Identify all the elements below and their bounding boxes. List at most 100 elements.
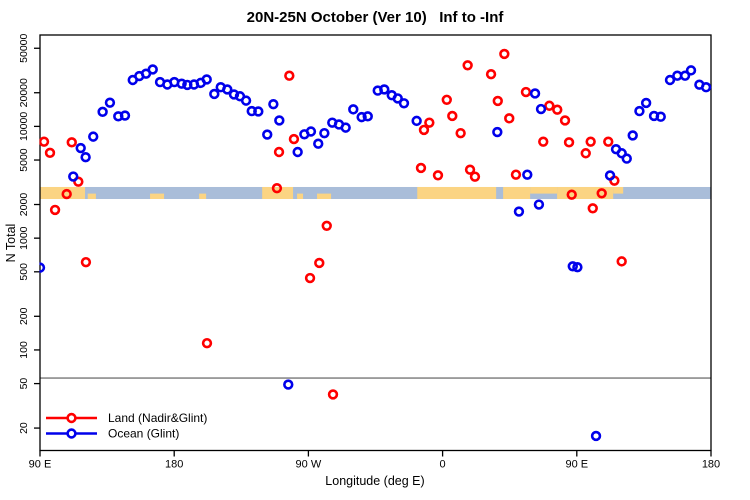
data-point xyxy=(305,126,317,137)
data-point xyxy=(321,220,332,232)
data-point xyxy=(392,93,403,104)
data-point xyxy=(104,97,116,108)
data-point xyxy=(176,78,187,89)
data-point xyxy=(590,430,602,442)
land-band-segment xyxy=(503,186,531,200)
land-band-fleck xyxy=(87,193,96,200)
data-point xyxy=(39,136,50,147)
data-point xyxy=(572,261,583,273)
legend-label: Ocean (Glint) xyxy=(108,427,179,441)
series-ocean xyxy=(39,64,712,442)
data-point xyxy=(119,110,131,121)
data-point xyxy=(68,171,79,182)
data-point xyxy=(455,127,466,139)
x-tick-label: 90 E xyxy=(565,459,588,471)
data-point xyxy=(616,256,627,267)
data-point xyxy=(424,117,435,128)
data-point xyxy=(262,129,273,140)
land-band-upper-segment xyxy=(613,186,624,194)
data-point xyxy=(492,95,503,107)
chart-title: 20N-25N October (Ver 10) Inf to -Inf xyxy=(246,9,504,26)
data-point xyxy=(73,176,84,187)
data-point xyxy=(700,82,712,93)
data-point xyxy=(273,146,285,158)
data-point xyxy=(292,146,303,158)
data-point xyxy=(271,182,283,194)
x-tick-label: 0 xyxy=(440,459,446,471)
data-point xyxy=(596,188,607,199)
data-point xyxy=(80,152,91,163)
y-tick-label: 50000 xyxy=(18,33,30,62)
data-point xyxy=(627,130,638,141)
data-point xyxy=(513,206,525,217)
land-band-fleck xyxy=(150,193,165,200)
y-tick-label: 20000 xyxy=(18,78,30,107)
data-point xyxy=(520,86,532,98)
data-point xyxy=(640,97,652,109)
data-point xyxy=(616,148,627,159)
data-point xyxy=(49,204,61,216)
plot-border xyxy=(39,34,712,452)
data-point xyxy=(228,89,240,100)
data-point xyxy=(253,106,264,117)
y-tick-label: 2000 xyxy=(18,193,30,217)
data-point xyxy=(288,133,300,145)
x-tick-label: 90 W xyxy=(296,459,322,471)
data-point xyxy=(44,147,56,159)
legend-marker xyxy=(66,428,77,439)
y-tick-label: 50 xyxy=(18,378,30,390)
data-point xyxy=(418,124,430,136)
data-point xyxy=(314,257,325,269)
data-point xyxy=(655,111,666,122)
data-point xyxy=(566,189,577,200)
x-tick-label: 180 xyxy=(165,459,183,471)
data-point xyxy=(66,137,77,148)
x-tick-label: 90 E xyxy=(29,459,52,471)
data-point xyxy=(201,337,213,349)
data-point xyxy=(340,122,351,133)
data-point xyxy=(432,170,444,181)
data-point xyxy=(567,261,578,272)
data-point xyxy=(274,115,285,126)
data-point xyxy=(535,103,547,115)
data-point xyxy=(621,153,632,164)
x-tick-label: 180 xyxy=(702,459,720,471)
data-point xyxy=(462,60,473,71)
land-band-upper-segment xyxy=(530,186,558,194)
data-point xyxy=(319,127,330,139)
y-tick-label: 5000 xyxy=(18,148,30,172)
legend-label: Land (Nadir&Glint) xyxy=(108,411,207,425)
y-tick-label: 100 xyxy=(18,341,30,359)
data-point xyxy=(362,111,373,122)
land-band-fleck xyxy=(199,193,207,200)
data-point xyxy=(304,272,316,284)
data-point xyxy=(39,262,46,273)
data-point xyxy=(552,104,563,115)
data-point xyxy=(504,113,515,124)
data-point xyxy=(485,69,497,80)
data-point xyxy=(492,126,503,138)
data-point xyxy=(685,65,697,76)
land-band-fleck xyxy=(317,193,332,200)
data-point xyxy=(563,137,575,148)
data-point xyxy=(283,379,294,390)
data-point xyxy=(544,100,555,111)
data-point xyxy=(559,115,571,126)
data-point xyxy=(664,74,676,86)
y-tick-label: 20 xyxy=(18,422,30,434)
data-point xyxy=(379,84,390,95)
data-point xyxy=(634,105,645,117)
data-point xyxy=(447,110,458,122)
data-point xyxy=(284,70,295,81)
data-point xyxy=(538,136,549,147)
y-tick-label: 1000 xyxy=(18,226,30,250)
data-point xyxy=(464,164,476,175)
y-tick-label: 200 xyxy=(18,307,30,325)
data-point xyxy=(222,84,233,95)
land-band-fleck xyxy=(297,193,304,200)
data-point xyxy=(240,95,252,106)
data-point xyxy=(268,98,279,110)
data-point xyxy=(510,169,522,180)
data-point xyxy=(679,70,691,81)
